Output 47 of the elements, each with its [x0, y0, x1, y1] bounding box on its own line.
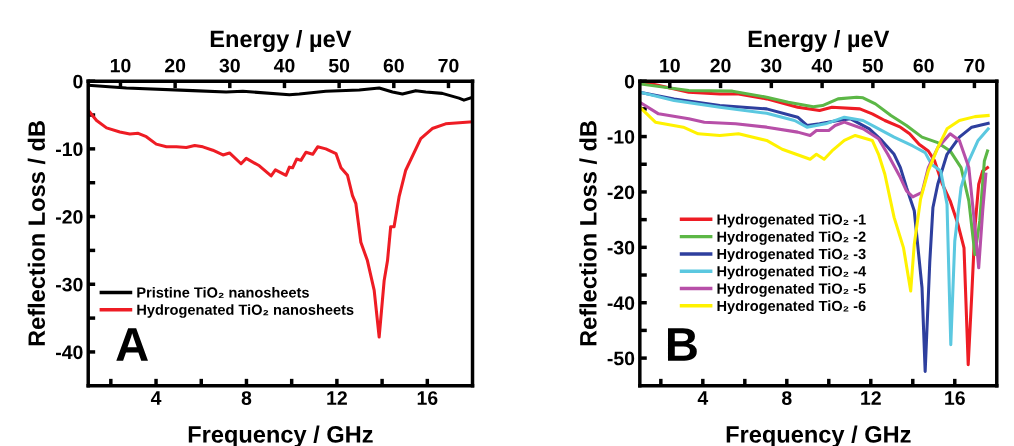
- x2-axis-title: Energy / µeV: [210, 29, 352, 53]
- annotation: A: [116, 328, 148, 361]
- y-tick-label: 0: [624, 74, 635, 89]
- y-tick-label: -10: [607, 130, 635, 144]
- legend-label: Pristine TiO₂ nanosheets: [137, 286, 309, 298]
- x-tick-label: 12: [861, 391, 881, 405]
- legend-label: Hydrogenated TiO₂ -1: [717, 213, 866, 228]
- y-tick-label: -30: [607, 240, 635, 255]
- x-tick-label: 4: [697, 391, 709, 405]
- x2-tick-label: 60: [383, 58, 404, 73]
- x-tick-label: 8: [241, 391, 252, 405]
- x2-tick-label: 50: [862, 58, 883, 73]
- legend-label: Hydrogenated TiO₂ -6: [717, 300, 866, 315]
- x2-tick-label: 40: [811, 58, 833, 73]
- y-axis-title: Reflection Loss / dB: [579, 121, 597, 346]
- x2-tick-label: 10: [660, 58, 680, 73]
- x-tick-label: 16: [945, 391, 965, 405]
- legend-label: Hydrogenated TiO₂ -2: [717, 231, 866, 245]
- x2-tick-label: 30: [760, 58, 782, 73]
- y-tick-label: -40: [607, 296, 635, 310]
- x2-tick-label: 70: [964, 58, 985, 73]
- annotation: B: [667, 328, 697, 361]
- y-tick-label: -20: [56, 210, 83, 224]
- x2-tick-label: 10: [110, 58, 131, 73]
- legend-label: Hydrogenated TiO₂ -5: [717, 283, 866, 297]
- x-tick-label: 16: [417, 391, 438, 405]
- legend-label: Hydrogenated TiO₂ -3: [717, 248, 866, 263]
- legend-label: Hydrogenated TiO₂ -4: [717, 265, 867, 280]
- y-tick-label: -20: [607, 185, 635, 200]
- x2-tick-label: 50: [328, 58, 350, 73]
- y-tick-label: -10: [56, 142, 83, 157]
- x2-tick-label: 20: [165, 58, 186, 73]
- x2-tick-label: 40: [273, 58, 295, 73]
- y-tick-label: 0: [73, 74, 83, 89]
- y-tick-label: -30: [56, 277, 83, 292]
- x2-tick-label: 30: [219, 58, 240, 73]
- legend-label: Hydrogenated TiO₂ nanosheets: [137, 304, 354, 318]
- x2-tick-label: 20: [710, 58, 731, 73]
- x-tick-label: 4: [150, 391, 162, 405]
- y-tick-label: -50: [607, 351, 635, 366]
- x2-tick-label: 70: [438, 58, 459, 73]
- y-tick-label: -40: [56, 345, 83, 360]
- x-tick-label: 12: [327, 391, 347, 405]
- y-axis-title: Reflection Loss / dB: [27, 121, 46, 346]
- x-tick-label: 8: [782, 391, 792, 405]
- x2-axis-title: Energy / µeV: [748, 29, 890, 53]
- x2-tick-label: 60: [913, 58, 934, 73]
